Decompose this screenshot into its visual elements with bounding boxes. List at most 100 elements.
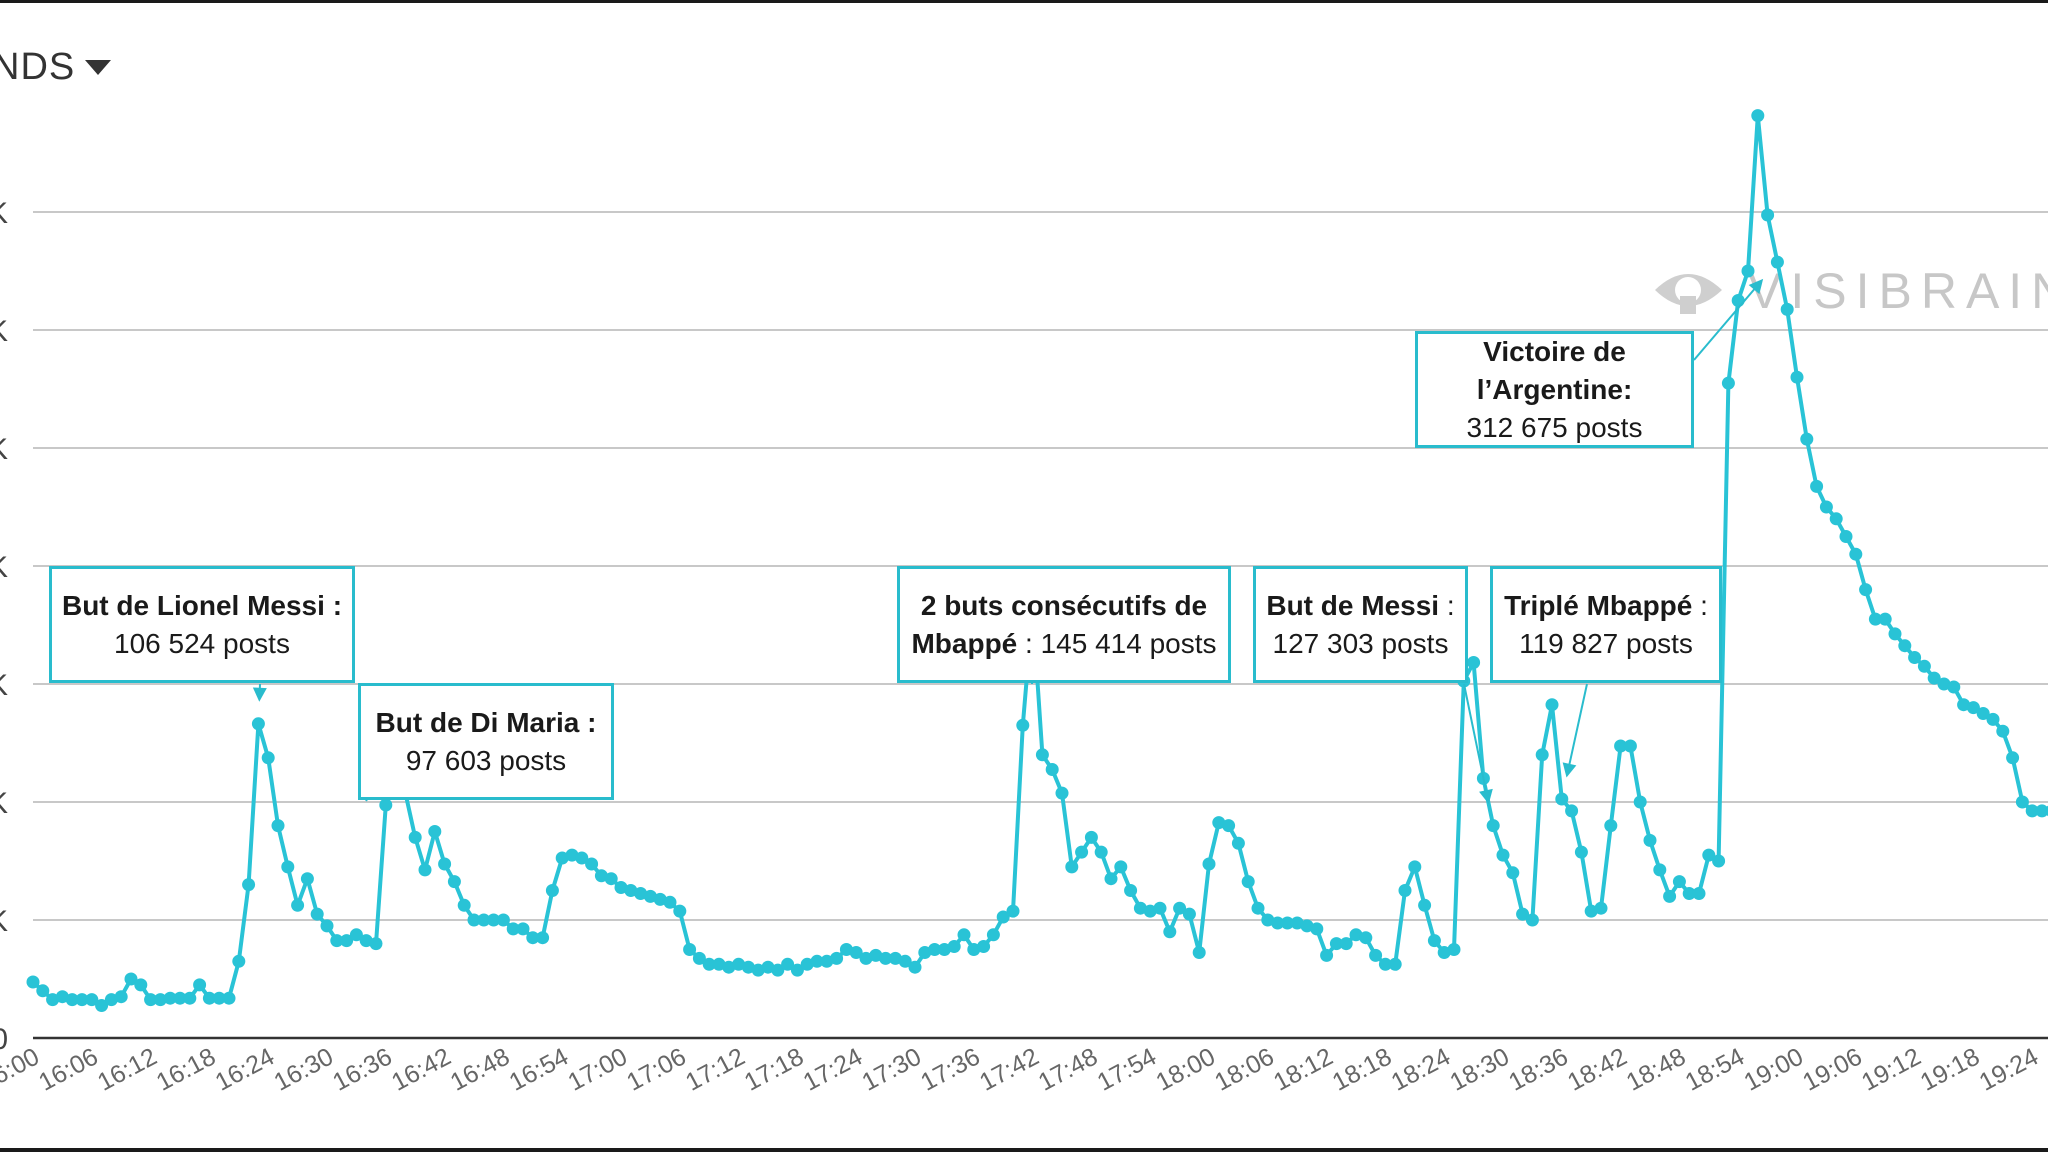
data-point (1182, 907, 1196, 921)
data-point (1898, 639, 1912, 653)
data-point (1378, 957, 1392, 971)
x-tick-label: 16:06 (34, 1043, 102, 1097)
x-tick-label: 17:12 (681, 1043, 749, 1097)
data-point (153, 993, 167, 1007)
eye-icon (1655, 274, 1722, 314)
callout-value: : 145 414 posts (1017, 627, 1217, 659)
x-tick-label: 19:24 (1975, 1043, 2043, 1097)
data-point (839, 943, 853, 956)
callout-sep: : (1692, 589, 1708, 621)
data-point (1310, 922, 1324, 936)
data-point (134, 978, 148, 992)
x-tick-label: 19:06 (1798, 1043, 1866, 1097)
data-point (1731, 294, 1745, 307)
caret-down-icon (85, 60, 112, 75)
data-point (1408, 860, 1422, 874)
data-point (761, 960, 775, 974)
callout-title: But de Lionel Messi : (61, 589, 343, 621)
callout-messi-goal-2: But de Messi : 127 303 posts (1253, 566, 1468, 683)
x-tick-label: 16:30 (269, 1043, 337, 1097)
data-point (1672, 875, 1686, 889)
y-tick-labels: 0 K K K K K K K (0, 197, 8, 1056)
callout-value: 312 675 posts (1466, 411, 1643, 443)
data-point (663, 895, 677, 909)
y-tick-label: K (0, 905, 8, 938)
callout-di-maria-goal: But de Di Maria : 97 603 posts (358, 683, 614, 800)
data-point (1035, 748, 1049, 762)
data-point (124, 972, 138, 986)
x-tick-label: 18:00 (1151, 1043, 1219, 1097)
x-tick-label: 16:48 (446, 1043, 514, 1097)
data-point (1633, 795, 1647, 809)
watermark: VISIBRAIN (1655, 263, 2048, 319)
data-point (1251, 901, 1265, 915)
data-point (349, 928, 363, 942)
data-point (183, 991, 197, 1005)
annotation-arrow-line (1568, 683, 1588, 767)
data-point (447, 875, 461, 889)
data-point (232, 954, 246, 968)
x-tick-label: 18:12 (1269, 1043, 1337, 1097)
data-point (36, 984, 50, 998)
callout-mbappe-double: 2 buts consécutifs de Mbappé : 145 414 p… (897, 566, 1231, 683)
data-point (1486, 819, 1500, 833)
data-point (1427, 934, 1441, 948)
data-point (830, 951, 844, 965)
data-point (467, 913, 481, 927)
data-point (163, 991, 177, 1005)
x-tick-label: 17:42 (975, 1043, 1043, 1097)
callout-title: Triplé Mbappé (1504, 589, 1693, 621)
y-tick-label: K (0, 315, 8, 348)
annotation-arrowhead (1562, 762, 1577, 778)
data-point (1584, 904, 1598, 918)
x-tick-label: 18:48 (1622, 1043, 1690, 1097)
data-point (1927, 671, 1941, 685)
data-point (1506, 866, 1520, 880)
data-point (1320, 948, 1334, 962)
data-point (1369, 948, 1383, 962)
data-point (242, 878, 256, 892)
x-tick-label: 17:36 (916, 1043, 984, 1097)
annotation-arrow-line (1693, 287, 1757, 361)
annotation-arrow-line (1463, 683, 1488, 793)
data-point (712, 957, 726, 971)
callout-mbappe-hattrick: Triplé Mbappé : 119 827 posts (1490, 566, 1722, 683)
data-point (428, 825, 442, 838)
data-point (928, 943, 942, 956)
data-point (888, 951, 902, 965)
callout-value: 97 603 posts (405, 744, 567, 776)
x-tick-label: 16:54 (505, 1043, 573, 1097)
data-point (575, 851, 589, 865)
data-point (859, 951, 873, 965)
data-point (1349, 928, 1363, 942)
data-point (908, 960, 922, 974)
data-point (438, 857, 452, 871)
data-point (1780, 302, 1794, 316)
callout-value: 127 303 posts (1272, 627, 1449, 659)
data-point (683, 943, 697, 956)
data-point (996, 910, 1010, 924)
x-tick-label: 17:00 (563, 1043, 631, 1097)
data-point (1682, 887, 1696, 900)
data-point (1271, 916, 1285, 930)
data-point (1192, 946, 1206, 959)
data-point (1114, 860, 1128, 874)
data-point (75, 993, 89, 1007)
x-tick-label: 17:06 (622, 1043, 690, 1097)
data-point (526, 931, 540, 945)
data-point (800, 957, 814, 971)
data-point (1261, 913, 1275, 927)
trends-dropdown[interactable]: NDS (0, 46, 112, 89)
data-point (369, 937, 383, 951)
x-tick-label: 18:24 (1387, 1043, 1455, 1097)
data-point (653, 892, 667, 906)
callout-title-line2: l’Argentine: (1476, 373, 1633, 405)
data-point (1594, 901, 1608, 915)
data-point (1496, 848, 1510, 862)
data-point (702, 957, 716, 971)
data-point (1329, 937, 1343, 951)
data-point (359, 934, 373, 948)
data-point (1849, 547, 1863, 561)
data-point (487, 913, 501, 927)
data-point (144, 993, 158, 1007)
